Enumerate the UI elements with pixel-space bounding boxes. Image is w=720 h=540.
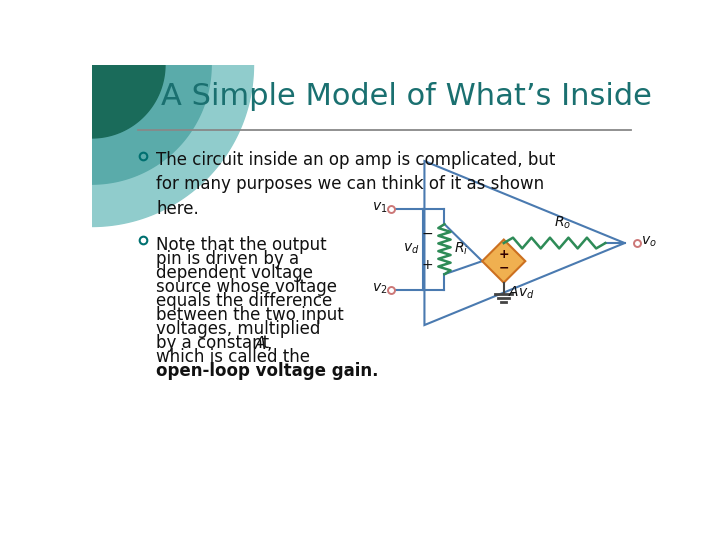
Text: voltages, multiplied: voltages, multiplied — [156, 320, 321, 338]
Text: which is called the: which is called the — [156, 348, 310, 366]
Text: pin is driven by a: pin is driven by a — [156, 250, 300, 268]
Text: equals the difference: equals the difference — [156, 292, 333, 310]
Text: $v_d$: $v_d$ — [403, 242, 420, 256]
Text: $Av_d$: $Av_d$ — [508, 285, 534, 301]
Text: −: − — [422, 226, 433, 240]
Text: Note that the output: Note that the output — [156, 236, 327, 254]
Text: $v_o$: $v_o$ — [641, 235, 657, 249]
Text: between the two input: between the two input — [156, 306, 344, 324]
Text: dependent voltage: dependent voltage — [156, 264, 313, 282]
Text: −: − — [498, 261, 509, 274]
Text: source whose voltage: source whose voltage — [156, 278, 338, 296]
Text: +: + — [422, 258, 433, 272]
Text: $v_2$: $v_2$ — [372, 282, 387, 296]
Text: $A$,: $A$, — [253, 334, 271, 353]
Text: A Simple Model of What’s Inside: A Simple Model of What’s Inside — [161, 82, 652, 111]
Polygon shape — [91, 65, 165, 138]
Text: by a constant: by a constant — [156, 334, 269, 352]
Text: open-loop voltage gain.: open-loop voltage gain. — [156, 362, 379, 380]
Polygon shape — [91, 65, 211, 184]
Text: +: + — [498, 248, 509, 261]
Polygon shape — [91, 65, 253, 226]
Text: $R_i$: $R_i$ — [454, 241, 468, 258]
Text: The circuit inside an op amp is complicated, but
for many purposes we can think : The circuit inside an op amp is complica… — [156, 151, 556, 218]
Text: $R_o$: $R_o$ — [554, 214, 571, 231]
Text: $v_1$: $v_1$ — [372, 201, 387, 215]
Polygon shape — [482, 240, 526, 283]
